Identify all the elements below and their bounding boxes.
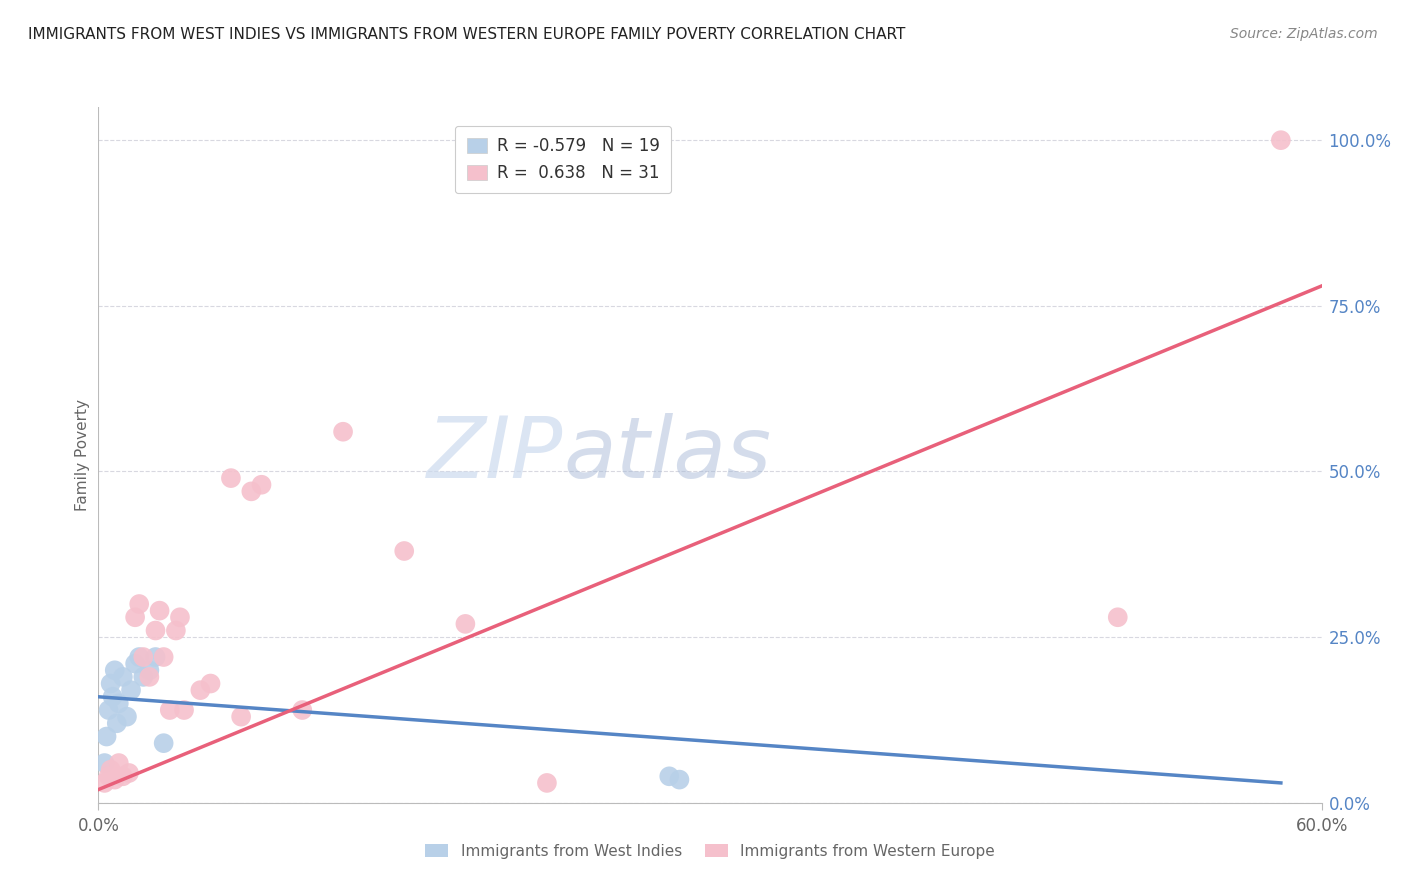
Point: [132, 650, 155, 665]
Point: [104, 663, 127, 677]
Point: [250, 477, 273, 491]
Point: [231, 709, 253, 723]
Point: [93, 756, 115, 770]
Point: [332, 425, 354, 439]
Point: [111, 670, 134, 684]
Point: [658, 769, 681, 783]
Point: [152, 736, 174, 750]
Point: [200, 676, 222, 690]
Point: [219, 471, 242, 485]
Point: [536, 776, 558, 790]
Point: [159, 703, 181, 717]
Point: [188, 683, 212, 698]
Point: [392, 544, 416, 558]
Point: [149, 604, 172, 618]
Point: [128, 650, 150, 665]
Point: [101, 690, 124, 704]
Point: [105, 716, 128, 731]
Point: [240, 484, 263, 499]
Point: [100, 763, 122, 777]
Point: [124, 657, 146, 671]
Point: [132, 670, 155, 684]
Text: Source: ZipAtlas.com: Source: ZipAtlas.com: [1230, 27, 1378, 41]
Point: [668, 772, 690, 787]
Point: [138, 670, 160, 684]
Text: atlas: atlas: [564, 413, 772, 497]
Point: [104, 772, 127, 787]
Point: [100, 676, 122, 690]
Point: [97, 703, 120, 717]
Point: [145, 624, 167, 638]
Point: [96, 730, 118, 744]
Point: [111, 769, 134, 783]
Point: [454, 616, 477, 631]
Point: [173, 703, 195, 717]
Text: ZIP: ZIP: [427, 413, 564, 497]
Legend: Immigrants from West Indies, Immigrants from Western Europe: Immigrants from West Indies, Immigrants …: [419, 838, 1001, 864]
Point: [118, 766, 141, 780]
Point: [152, 650, 174, 665]
Point: [145, 650, 167, 665]
Point: [1107, 610, 1129, 624]
Point: [120, 683, 142, 698]
Point: [97, 769, 120, 783]
Point: [115, 709, 138, 723]
Point: [1270, 133, 1292, 147]
Point: [291, 703, 314, 717]
Point: [165, 624, 187, 638]
Y-axis label: Family Poverty: Family Poverty: [75, 399, 90, 511]
Point: [108, 697, 131, 711]
Point: [128, 597, 150, 611]
Point: [124, 610, 146, 624]
Point: [138, 663, 160, 677]
Point: [169, 610, 191, 624]
Text: IMMIGRANTS FROM WEST INDIES VS IMMIGRANTS FROM WESTERN EUROPE FAMILY POVERTY COR: IMMIGRANTS FROM WEST INDIES VS IMMIGRANT…: [28, 27, 905, 42]
Point: [93, 776, 115, 790]
Point: [108, 756, 131, 770]
